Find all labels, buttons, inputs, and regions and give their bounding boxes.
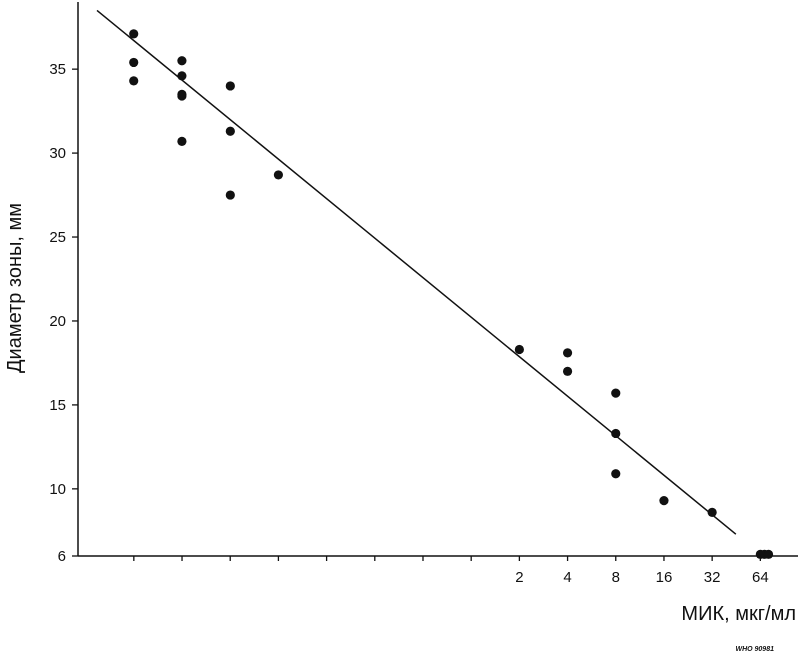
y-tick-label: 25 (49, 229, 66, 246)
x-tick-label: 16 (656, 569, 673, 586)
y-tick-label: 15 (49, 397, 66, 414)
data-point (177, 71, 187, 81)
data-point (763, 549, 774, 559)
data-point (129, 76, 139, 86)
data-points (129, 29, 774, 559)
y-tick-label: 35 (49, 61, 66, 78)
x-tick-label: 32 (704, 569, 721, 586)
y-tick-label: 6 (58, 548, 66, 565)
x-tick-label: 64 (752, 569, 769, 586)
data-point (225, 190, 235, 200)
data-point (129, 29, 139, 39)
data-point (129, 57, 139, 68)
y-tick-label: 30 (49, 145, 66, 162)
x-tick-label: 2 (515, 569, 523, 586)
data-point (514, 344, 524, 355)
data-point (177, 136, 187, 146)
data-point (611, 428, 621, 439)
x-tick-label: 8 (612, 569, 620, 586)
y-tick-label: 20 (49, 313, 66, 330)
data-point (273, 170, 284, 180)
regression-line-group (96, 9, 737, 535)
data-point (611, 388, 621, 398)
y-tick-label: 10 (49, 481, 66, 498)
x-ticks: 2 4 8 16 32 64 (133, 556, 769, 586)
x-axis-title: МИК, мкг/мл (681, 603, 796, 625)
data-point (611, 469, 621, 479)
data-point (562, 366, 573, 376)
data-point (659, 496, 669, 506)
data-point (562, 348, 573, 358)
data-point (225, 81, 235, 91)
credit-label: WHO 90981 (735, 646, 774, 653)
data-point (177, 56, 187, 66)
data-point (177, 91, 187, 101)
regression-line (96, 9, 737, 535)
data-point (707, 507, 717, 517)
x-tick-label: 4 (563, 569, 571, 586)
data-point (225, 126, 235, 136)
y-ticks: 6 10 15 20 25 30 35 (49, 61, 78, 565)
y-axis-title: Диаметр зоны, мм (4, 203, 26, 373)
